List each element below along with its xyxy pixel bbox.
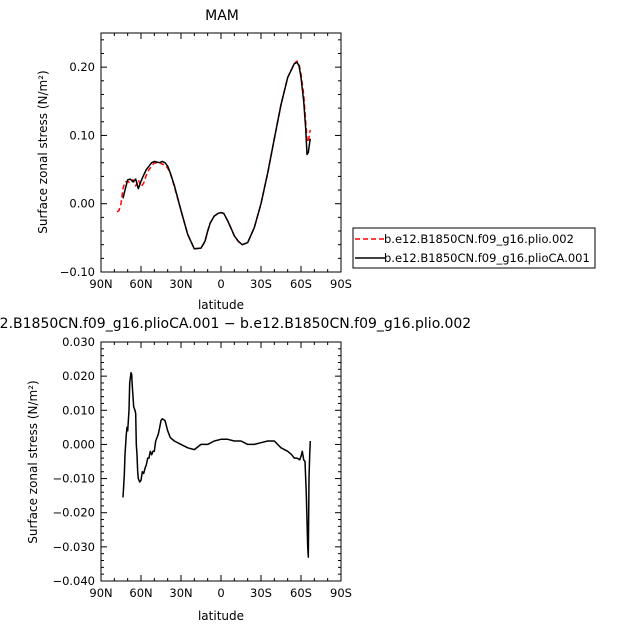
- legend-label-plioca: b.e12.B1850CN.f09_g16.plioCA.001: [384, 251, 590, 265]
- top-y-tick-labels: −0.10 0.00 0.10 0.20: [60, 60, 95, 279]
- x-tick-label: 90S: [330, 586, 352, 600]
- x-tick-label: 60S: [290, 277, 312, 291]
- y-tick-label: −0.030: [52, 540, 95, 554]
- bottom-y-tick-labels: −0.040 −0.030 −0.020 −0.010 0.000 0.010 0.020 0…: [52, 335, 95, 588]
- y-tick-label: 0.010: [62, 403, 95, 417]
- y-tick-label: −0.020: [52, 506, 95, 520]
- y-tick-label: −0.010: [52, 472, 95, 486]
- legend-box: [352, 227, 596, 269]
- y-tick-label: 0.20: [69, 60, 95, 74]
- y-tick-label: 0.10: [69, 128, 95, 142]
- top-y-axis-label: Surface zonal stress (N/m²): [36, 70, 50, 234]
- legend-label-plio: b.e12.B1850CN.f09_g16.plio.002: [384, 232, 574, 246]
- legend: b.e12.B1850CN.f09_g16.plio.002 b.e12.B18…: [352, 227, 596, 269]
- bottom-x-tick-labels: 90N 60N 30N 0 30S 60S 90S: [89, 586, 352, 600]
- y-tick-label: −0.10: [60, 265, 95, 279]
- x-tick-label: 0: [217, 586, 224, 600]
- x-tick-label: 30S: [250, 586, 272, 600]
- bottom-y-axis-label: Surface zonal stress (N/m²): [26, 380, 40, 544]
- difference-series-line: [122, 371, 312, 558]
- top-axis-ticks: [100, 33, 342, 273]
- y-tick-label: 0.000: [62, 437, 95, 451]
- bottom-panel: b.e12.B1850CN.f09_g16.plioCA.001 − b.e12…: [0, 316, 471, 623]
- x-tick-label: 90N: [89, 586, 112, 600]
- x-tick-label: 30N: [169, 586, 192, 600]
- bottom-x-axis-label: latitude: [198, 609, 244, 623]
- y-tick-label: 0.030: [62, 335, 95, 349]
- x-tick-label: 60N: [129, 586, 152, 600]
- top-series-lines: [116, 60, 312, 250]
- top-chart-title: MAM: [205, 8, 239, 24]
- top-x-tick-labels: 90N 60N 30N 0 30S 60S 90S: [89, 277, 352, 291]
- bottom-chart-title: b.e12.B1850CN.f09_g16.plioCA.001 − b.e12…: [0, 316, 471, 332]
- top-x-axis-label: latitude: [198, 298, 244, 312]
- series-line-plio: [116, 60, 312, 250]
- x-tick-label: 90N: [89, 277, 112, 291]
- x-tick-label: 30N: [169, 277, 192, 291]
- series-line-plioca: [122, 61, 312, 250]
- x-tick-label: 90S: [330, 277, 352, 291]
- top-panel: MAM −0.100.000.100.20 90N 60N 30N 0 30S 60S 90…: [36, 8, 352, 312]
- x-tick-label: 60N: [129, 277, 152, 291]
- y-tick-label: 0.020: [62, 369, 95, 383]
- top-plot-frame: [100, 32, 342, 273]
- x-tick-label: 60S: [290, 586, 312, 600]
- y-tick-label: −0.040: [52, 574, 95, 588]
- x-tick-label: 0: [217, 277, 224, 291]
- y-tick-label: 0.00: [69, 197, 95, 211]
- bottom-plot-frame: [100, 341, 342, 582]
- bottom-series-lines: [122, 371, 312, 558]
- x-tick-label: 30S: [250, 277, 272, 291]
